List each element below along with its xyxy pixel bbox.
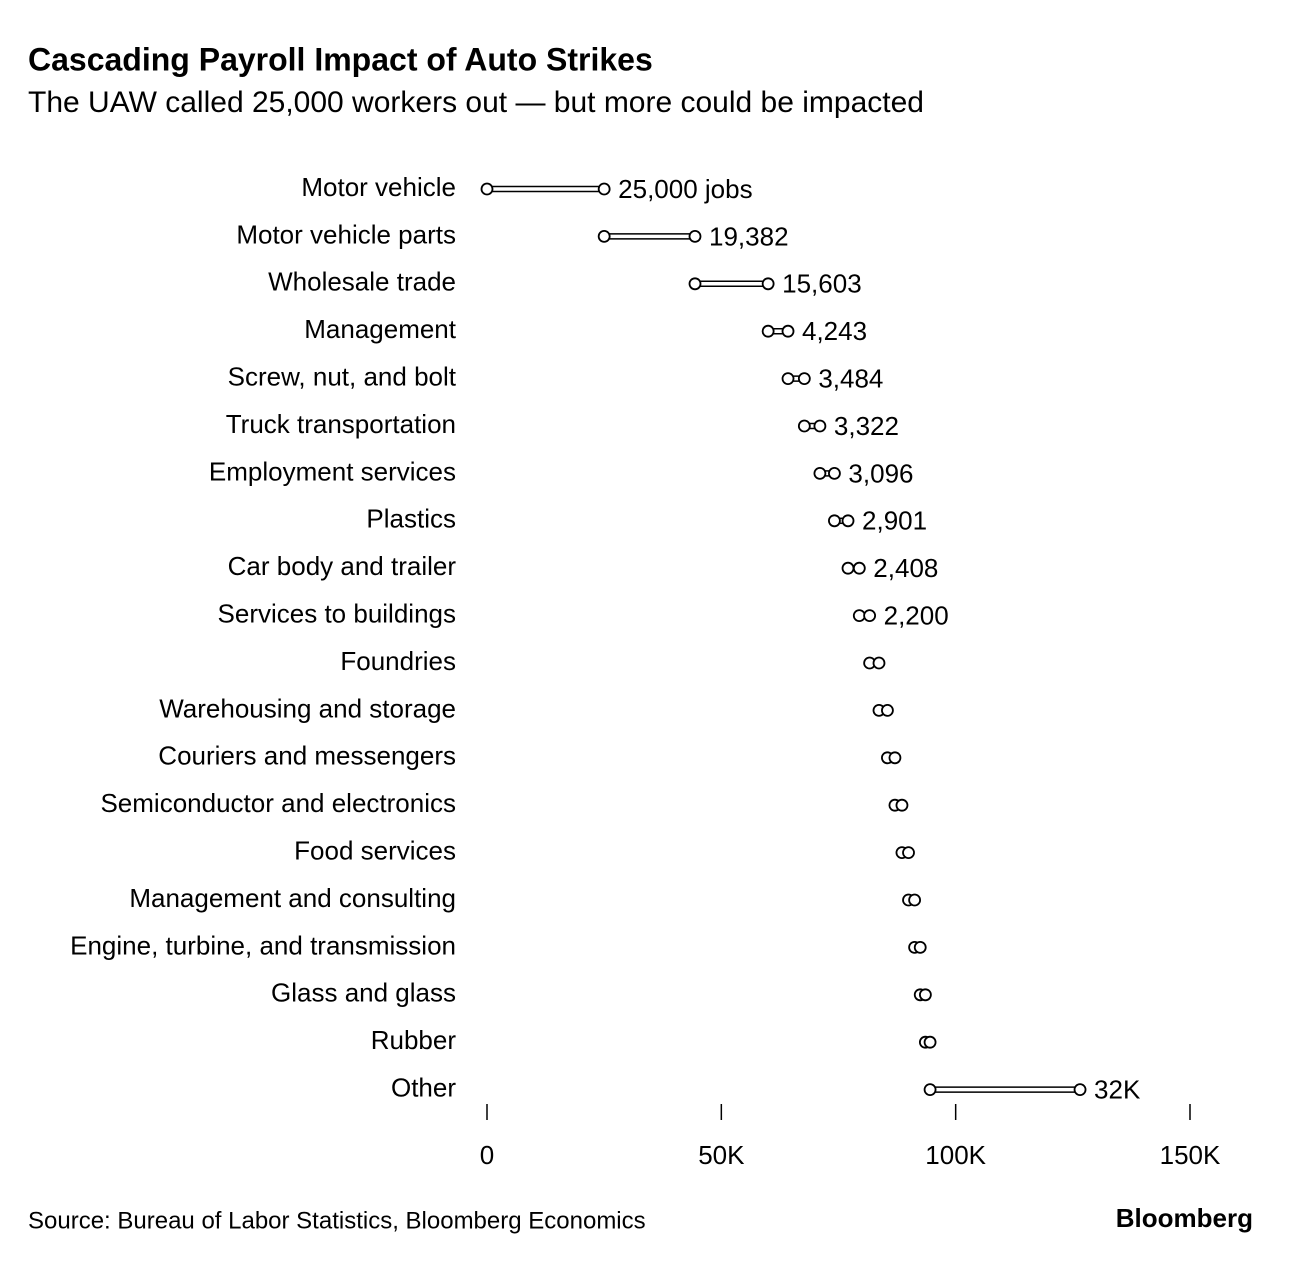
dumbbell	[781, 372, 811, 386]
dumbbell	[895, 846, 915, 859]
value-label: 19,382	[709, 221, 789, 251]
value-label: 2,200	[884, 600, 949, 630]
dumbbell	[863, 656, 886, 670]
dumbbell	[888, 798, 909, 812]
end-dot	[841, 514, 855, 528]
category-label: Glass and glass	[271, 978, 456, 1008]
value-label: 25,000 jobs	[618, 174, 752, 204]
end-dot	[913, 941, 927, 954]
end-dot	[923, 1035, 937, 1049]
category-label: Motor vehicle	[301, 172, 456, 202]
dumbbell	[813, 466, 841, 480]
brand: Bloomberg	[1116, 1203, 1253, 1233]
end-dot	[902, 846, 915, 859]
start-dot	[852, 609, 866, 622]
chart-subtitle: The UAW called 25,000 workers out — but …	[28, 86, 924, 119]
end-dot	[888, 751, 902, 765]
end-dot	[908, 893, 922, 907]
category-label: Services to buildings	[218, 598, 456, 628]
end-dot	[863, 609, 877, 622]
category-label: Plastics	[366, 504, 456, 534]
end-dot	[918, 988, 932, 1002]
dumbbell	[872, 704, 894, 717]
source: Source: Bureau of Labor Statistics, Bloo…	[28, 1207, 646, 1234]
value-label: 3,322	[834, 411, 899, 441]
end-dot	[597, 182, 611, 196]
dumbbell	[841, 561, 866, 575]
x-tick-label: 100K	[925, 1140, 986, 1170]
dumbbell	[828, 514, 855, 528]
value-label: 2,901	[862, 506, 927, 536]
category-label: Wholesale trade	[268, 267, 456, 297]
start-dot	[813, 466, 827, 480]
category-label: Employment services	[209, 456, 456, 486]
x-tick-label: 0	[480, 1140, 494, 1170]
value-label: 15,603	[782, 269, 862, 299]
end-dot	[1073, 1083, 1087, 1096]
dumbbell	[913, 988, 932, 1002]
category-label: Rubber	[371, 1025, 457, 1055]
dumbbell	[852, 609, 877, 622]
dumbbell	[881, 751, 902, 765]
category-label: Foundries	[340, 646, 456, 676]
category-label: Engine, turbine, and transmission	[70, 930, 456, 960]
end-dot	[852, 561, 866, 575]
end-dot	[813, 419, 827, 433]
dumbbell	[918, 1035, 937, 1049]
end-dot	[688, 229, 702, 243]
dumbbell	[797, 419, 827, 433]
end-dot	[828, 466, 841, 480]
category-label: Management	[304, 314, 457, 344]
start-dot	[828, 514, 841, 528]
category-label: Management and consulting	[129, 883, 456, 913]
x-tick-label: 50K	[698, 1140, 745, 1170]
end-dot	[797, 372, 811, 386]
category-label: Car body and trailer	[228, 551, 457, 581]
value-label: 32K	[1094, 1074, 1141, 1104]
value-label: 4,243	[802, 316, 867, 346]
end-dot	[895, 798, 909, 812]
start-dot	[597, 229, 611, 243]
category-label: Couriers and messengers	[158, 741, 456, 771]
dumbbell	[761, 324, 795, 338]
dumbbell	[902, 893, 922, 907]
end-dot	[872, 656, 886, 670]
start-dot	[761, 324, 775, 338]
start-dot	[480, 182, 494, 196]
dumbbell	[923, 1083, 1087, 1096]
value-label: 3,096	[848, 458, 913, 488]
category-label: Semiconductor and electronics	[100, 788, 456, 818]
start-dot	[781, 372, 795, 386]
dumbbell	[480, 182, 611, 196]
category-label: Screw, nut, and bolt	[228, 361, 457, 391]
end-dot	[781, 324, 795, 338]
value-label: 3,484	[818, 363, 883, 393]
category-label: Truck transportation	[226, 409, 456, 439]
start-dot	[688, 277, 702, 291]
start-dot	[841, 561, 855, 575]
dumbbell	[597, 229, 702, 243]
category-label: Other	[391, 1072, 456, 1102]
x-tick-label: 150K	[1160, 1140, 1221, 1170]
category-label: Warehousing and storage	[159, 693, 456, 723]
chart-title: Cascading Payroll Impact of Auto Strikes	[28, 41, 653, 77]
category-label: Food services	[294, 835, 456, 865]
end-dot	[881, 704, 894, 717]
dumbbell	[908, 941, 927, 954]
start-dot	[797, 419, 811, 433]
end-dot	[761, 277, 775, 291]
category-label: Motor vehicle parts	[236, 219, 456, 249]
value-label: 2,408	[873, 553, 938, 583]
dumbbell	[688, 277, 775, 291]
start-dot	[923, 1083, 937, 1096]
